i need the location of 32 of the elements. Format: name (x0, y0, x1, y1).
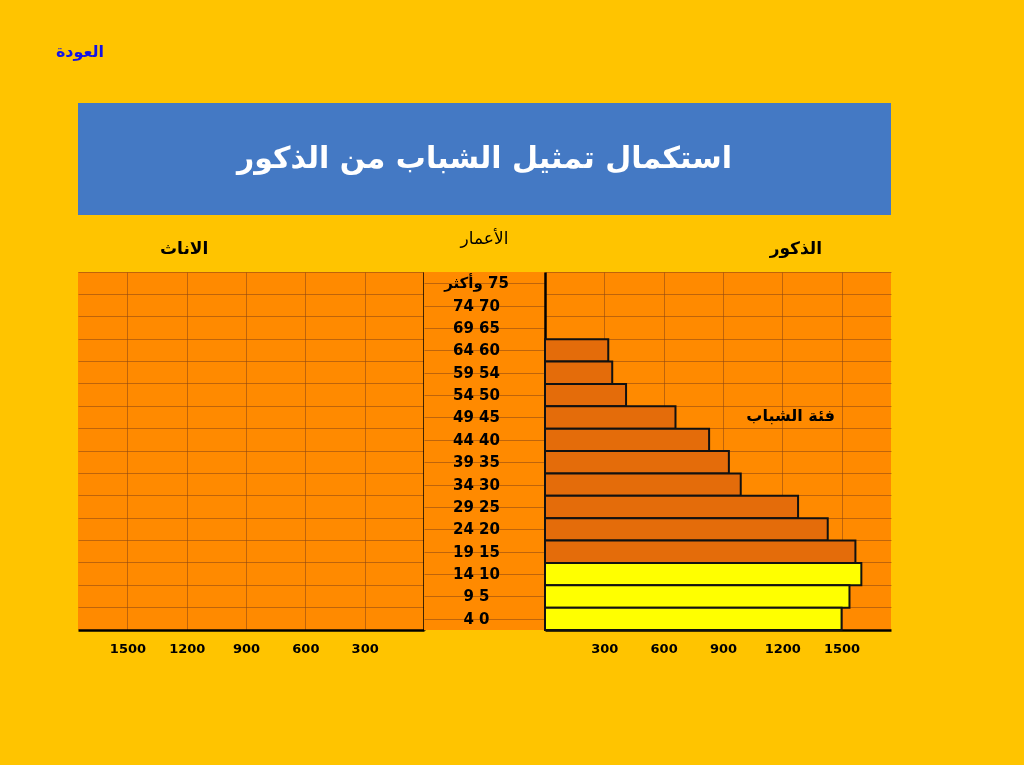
y-tick-label: 20 24 (453, 520, 500, 539)
y-tick-label: 15 19 (453, 542, 500, 561)
x-tick-label: 1500 (109, 640, 147, 656)
y-tick-label: 70 74 (453, 296, 500, 315)
x-tick-label: 600 (650, 640, 678, 656)
x-tick-label: 900 (709, 640, 738, 656)
y-axis-title: الأعمار (459, 228, 509, 248)
x-tick-label: 1200 (169, 640, 206, 656)
text: استكمال تمثيل الشباب من الذكور (234, 140, 733, 175)
y-tick-label: 50 54 (453, 386, 500, 405)
y-tick-label: 35 39 (453, 453, 500, 472)
y-tick-label: 40 44 (453, 430, 500, 449)
y-tick-label: 10 14 (453, 565, 500, 584)
x-tick-label: 900 (232, 640, 261, 656)
chart-title: الذكور (768, 238, 822, 259)
y-tick-label: 0 4 (463, 609, 490, 628)
chart-title: الاناث (160, 238, 209, 258)
x-tick-label: 1200 (764, 640, 801, 656)
x-tick-label: 1500 (823, 640, 861, 656)
text: العودة (55, 42, 105, 61)
y-tick-label: 54 59 (453, 363, 500, 382)
y-tick-label: 30 34 (453, 475, 500, 494)
x-tick-label: 600 (292, 640, 320, 656)
y-tick-label: 75 وأكثر (443, 273, 509, 293)
annotation: فئة الشباب (746, 406, 835, 425)
y-tick-label: 65 69 (453, 318, 500, 337)
x-tick-label: 300 (351, 640, 379, 656)
y-tick-label: 45 49 (453, 408, 500, 427)
y-tick-label: 60 64 (453, 341, 500, 360)
y-tick-label: 25 29 (453, 497, 500, 516)
x-tick-label: 300 (591, 640, 619, 656)
y-tick-label: 5 9 (463, 587, 490, 606)
